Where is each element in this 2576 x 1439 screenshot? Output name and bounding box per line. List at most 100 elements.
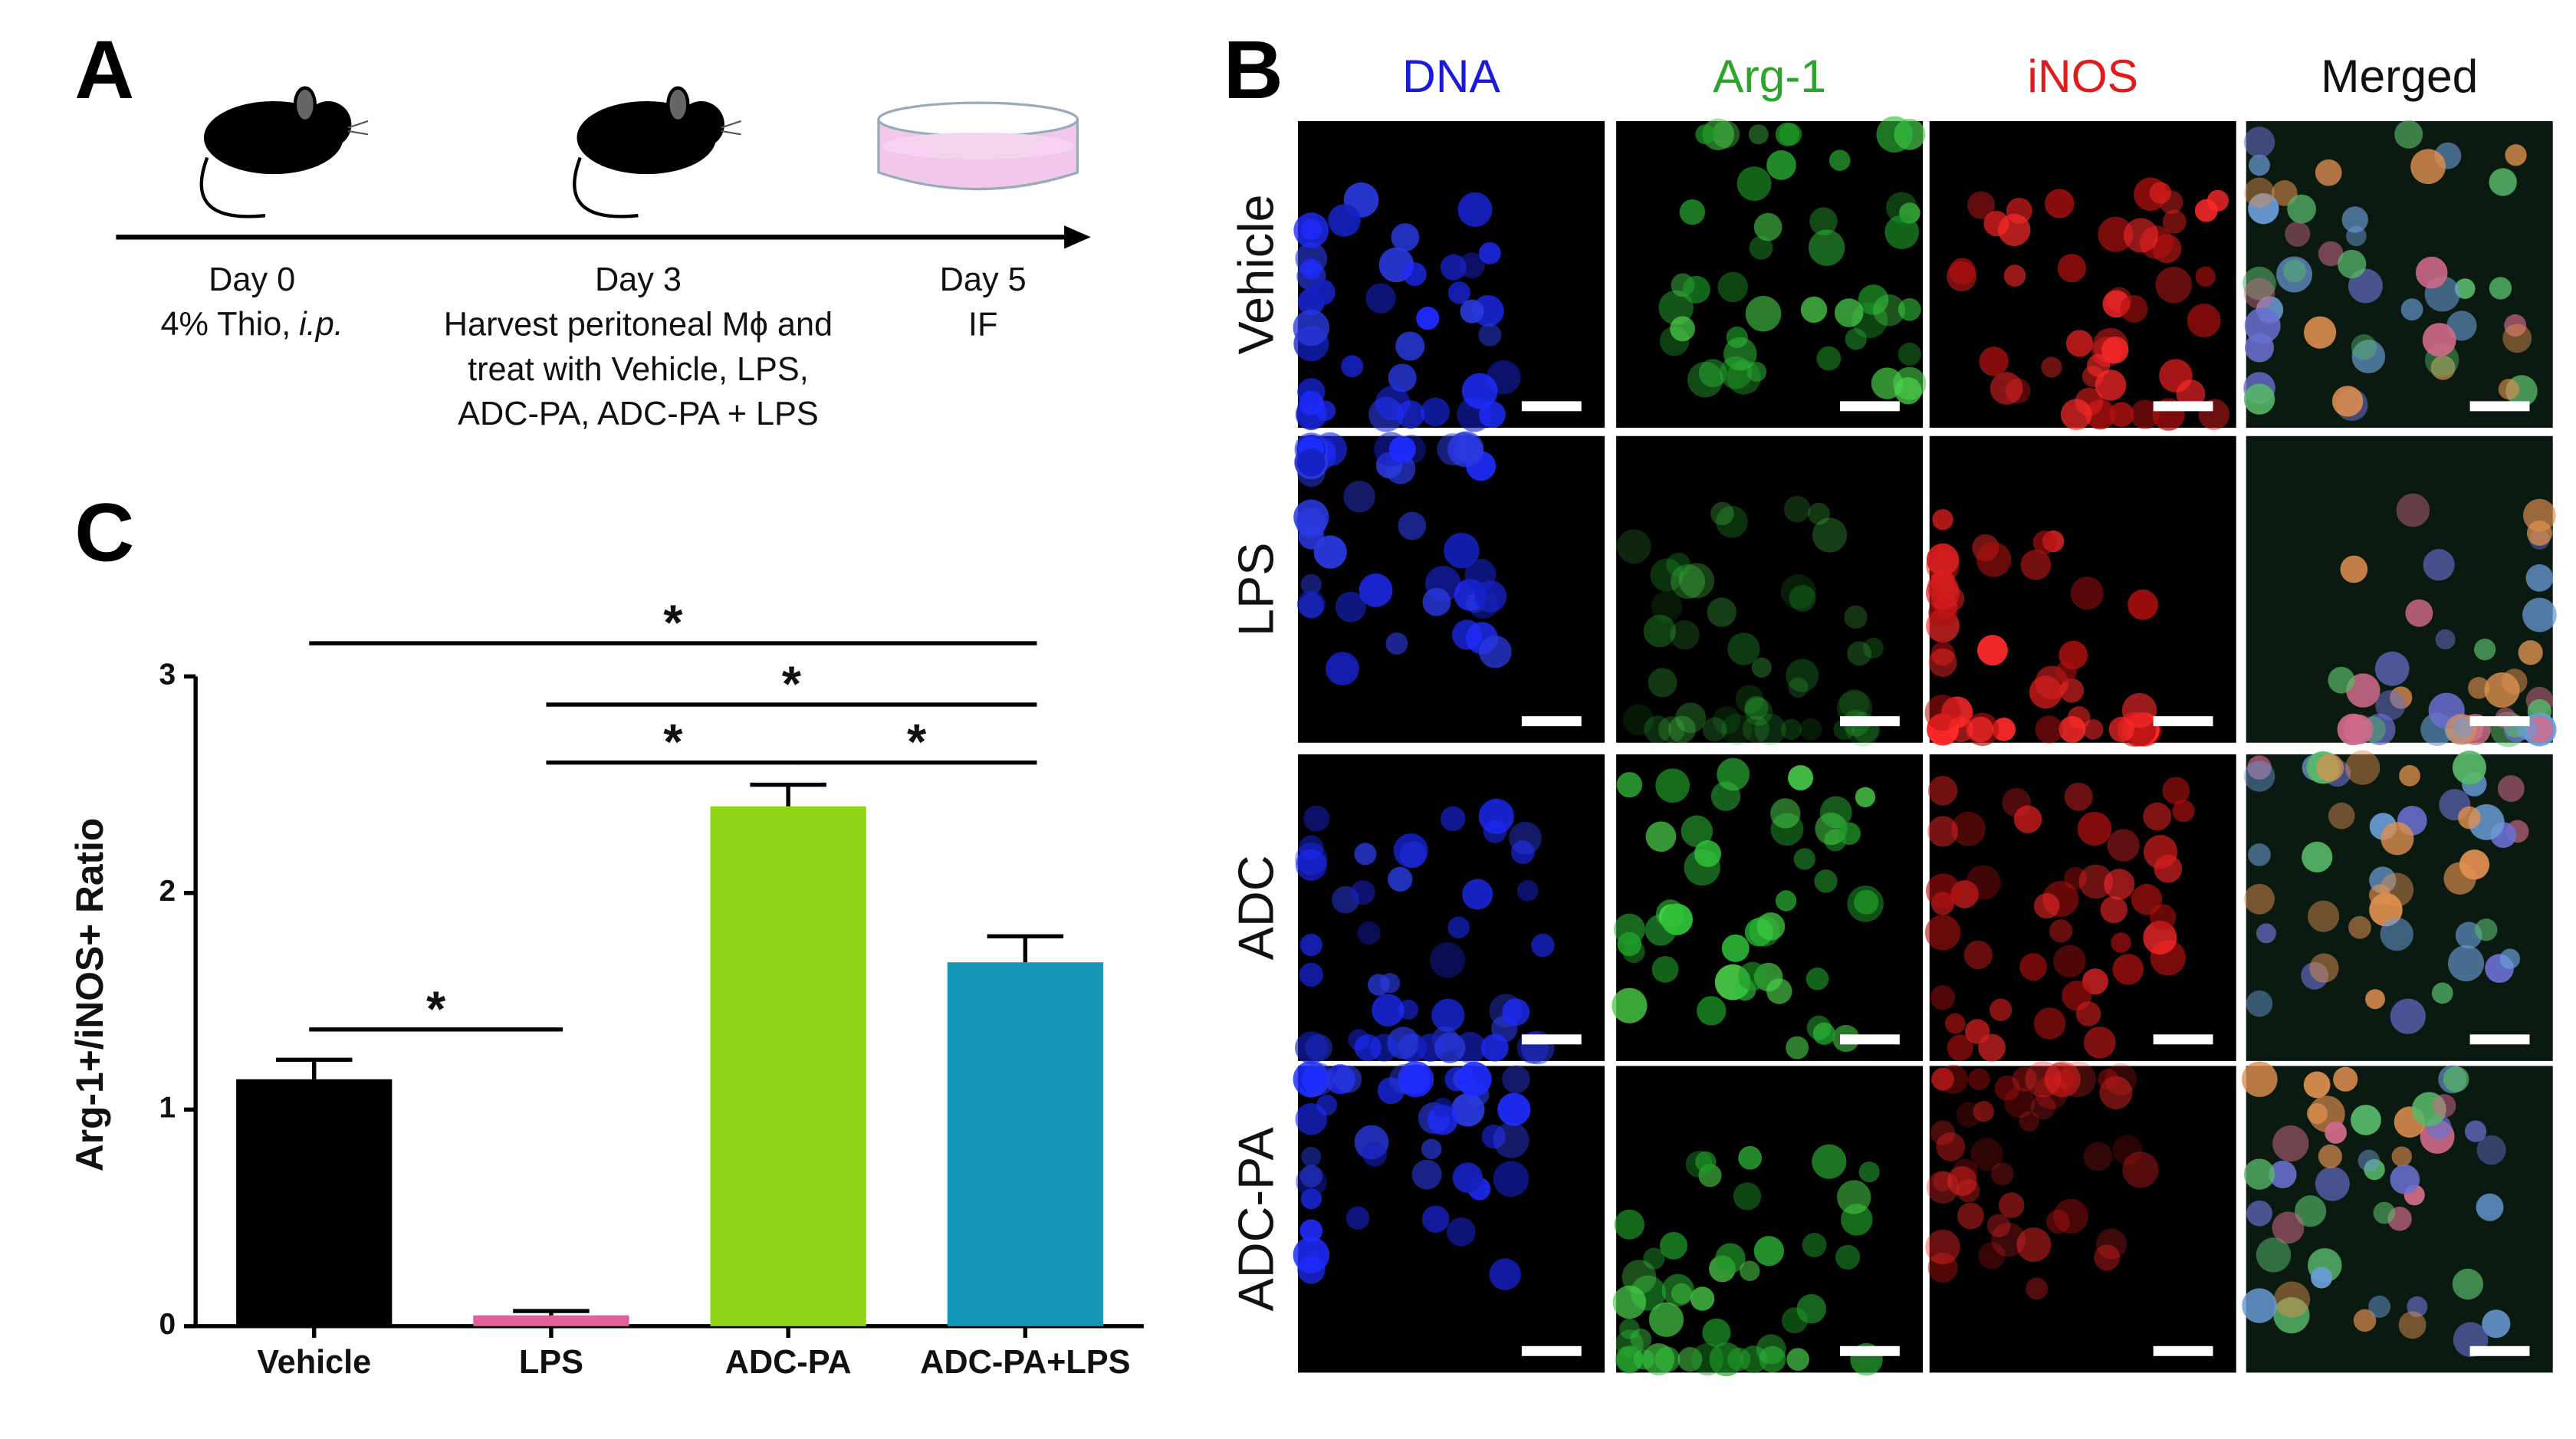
cell bbox=[2016, 1227, 2052, 1262]
cell bbox=[1335, 591, 1366, 623]
cell bbox=[2064, 782, 2093, 811]
timeline-day: Day 0 bbox=[209, 261, 295, 298]
cell bbox=[1447, 431, 1484, 468]
cell bbox=[1898, 297, 1921, 321]
y-tick-label: 2 bbox=[159, 875, 176, 908]
cell bbox=[2095, 1228, 2128, 1260]
cell bbox=[2075, 1001, 2101, 1027]
timeline-note-text: 4% Thio, bbox=[160, 306, 291, 343]
cell bbox=[1990, 372, 2023, 405]
timeline-arrowhead bbox=[1064, 225, 1091, 249]
cell bbox=[2033, 1007, 2066, 1040]
cell bbox=[2499, 948, 2521, 969]
cell bbox=[1713, 706, 1741, 734]
cell bbox=[1697, 996, 1727, 1026]
cell bbox=[2244, 883, 2275, 915]
cell bbox=[2194, 199, 2218, 222]
cell bbox=[1991, 1222, 2026, 1257]
cell bbox=[2044, 1061, 2081, 1098]
cell bbox=[2057, 254, 2087, 283]
cell bbox=[2058, 640, 2088, 670]
cell bbox=[2380, 822, 2414, 856]
cell bbox=[2304, 316, 2337, 349]
cell bbox=[1710, 501, 1734, 526]
cell bbox=[1756, 912, 1786, 941]
mouse-icon bbox=[199, 86, 369, 218]
cell bbox=[1377, 1077, 1405, 1105]
cell bbox=[1744, 698, 1773, 726]
cell bbox=[2311, 1267, 2333, 1289]
cell bbox=[1979, 347, 2009, 376]
cell bbox=[1300, 258, 1322, 280]
cell bbox=[2162, 777, 2190, 805]
cell bbox=[2318, 1144, 2342, 1168]
cell bbox=[1300, 1165, 1323, 1188]
cell bbox=[1944, 1013, 1966, 1034]
cell bbox=[1746, 361, 1767, 382]
cell bbox=[1296, 590, 1326, 619]
cell bbox=[1385, 632, 1408, 655]
cell bbox=[1808, 229, 1845, 266]
cell bbox=[1780, 718, 1802, 741]
cell bbox=[2045, 1209, 2071, 1234]
cell bbox=[2518, 640, 2543, 665]
cell bbox=[2497, 775, 2525, 802]
cell bbox=[1447, 916, 1470, 939]
cell bbox=[1759, 1345, 1786, 1373]
cell bbox=[1770, 798, 1801, 829]
cell bbox=[1834, 298, 1864, 327]
cell bbox=[2195, 266, 2216, 287]
cell bbox=[1723, 337, 1757, 371]
cell bbox=[1926, 1171, 1960, 1204]
panel-label: C bbox=[74, 485, 134, 578]
cell bbox=[2104, 1063, 2137, 1096]
cell bbox=[1481, 1124, 1506, 1149]
cell bbox=[1300, 218, 1322, 241]
micrograph-background bbox=[1929, 1066, 2236, 1373]
cell bbox=[1293, 309, 1329, 347]
cell bbox=[2112, 1135, 2143, 1165]
cell bbox=[1388, 363, 1417, 393]
cell bbox=[1661, 1273, 1694, 1306]
cell bbox=[1967, 191, 1996, 219]
micrograph bbox=[2242, 1061, 2553, 1373]
cell bbox=[1293, 499, 1329, 535]
cell bbox=[1788, 764, 1814, 791]
cell bbox=[2249, 154, 2270, 176]
cell bbox=[1951, 811, 1986, 846]
cell bbox=[1434, 1032, 1466, 1063]
cell bbox=[1930, 642, 1955, 666]
cell bbox=[2111, 932, 2131, 953]
cell bbox=[1422, 587, 1451, 616]
cell bbox=[2410, 149, 2446, 185]
cell bbox=[1616, 529, 1651, 564]
cell bbox=[1994, 1075, 2020, 1101]
significance-label: * bbox=[907, 714, 927, 770]
cell bbox=[2458, 806, 2481, 830]
cell bbox=[2474, 639, 2496, 661]
scale-bar bbox=[2469, 1034, 2530, 1045]
cell bbox=[1303, 805, 1330, 832]
cell bbox=[1963, 940, 1993, 970]
cell bbox=[1516, 879, 1539, 902]
micrograph bbox=[2246, 435, 2557, 747]
cell bbox=[2502, 324, 2532, 353]
cell bbox=[1478, 323, 1502, 347]
cell bbox=[2083, 1142, 2113, 1171]
scale-bar bbox=[2469, 401, 2530, 412]
timeline-day: Day 3 bbox=[595, 261, 682, 298]
bar bbox=[947, 962, 1103, 1326]
cell bbox=[1925, 576, 1960, 610]
cell bbox=[1478, 241, 1501, 264]
cell bbox=[1644, 715, 1672, 744]
cell bbox=[2244, 177, 2275, 208]
cell bbox=[1350, 880, 1375, 905]
cell bbox=[2475, 918, 2498, 941]
row-label: ADC bbox=[1227, 855, 1283, 960]
cell bbox=[1431, 998, 1465, 1032]
micrograph bbox=[1925, 1061, 2236, 1373]
cell bbox=[1346, 1206, 1370, 1230]
cell bbox=[2308, 900, 2340, 932]
cell bbox=[2505, 144, 2527, 166]
cell bbox=[1446, 1217, 1476, 1247]
